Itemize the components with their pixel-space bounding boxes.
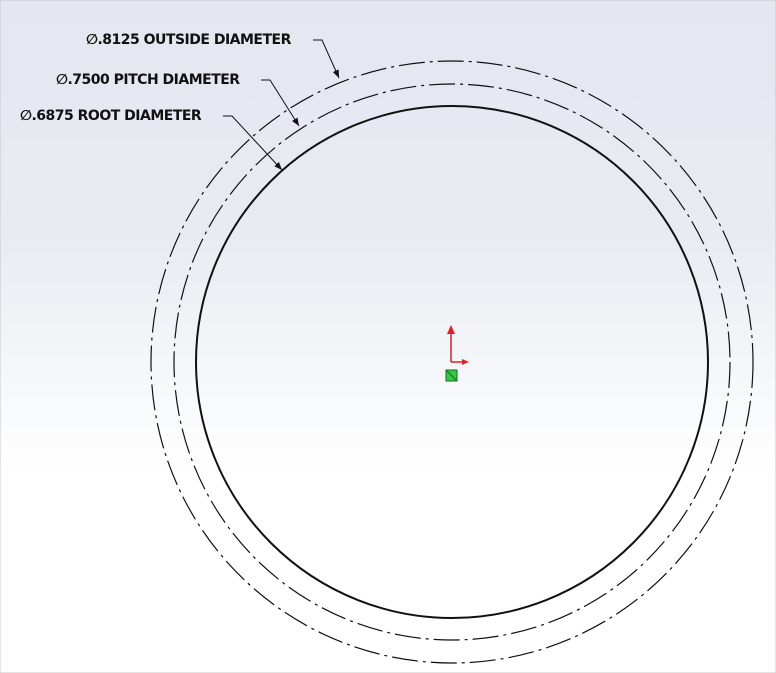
outside-circle xyxy=(150,60,754,664)
label-root: ∅.6875 ROOT DIAMETER xyxy=(20,108,202,124)
leader-root xyxy=(223,115,283,171)
leader-outside xyxy=(313,39,340,79)
leader-pitch xyxy=(261,79,300,127)
origin-icon xyxy=(445,325,469,382)
pitch-circle xyxy=(173,83,731,641)
root-circle xyxy=(195,105,709,619)
label-pitch: ∅.7500 PITCH DIAMETER xyxy=(56,72,240,88)
label-outside: ∅.8125 OUTSIDE DIAMETER xyxy=(86,32,292,48)
